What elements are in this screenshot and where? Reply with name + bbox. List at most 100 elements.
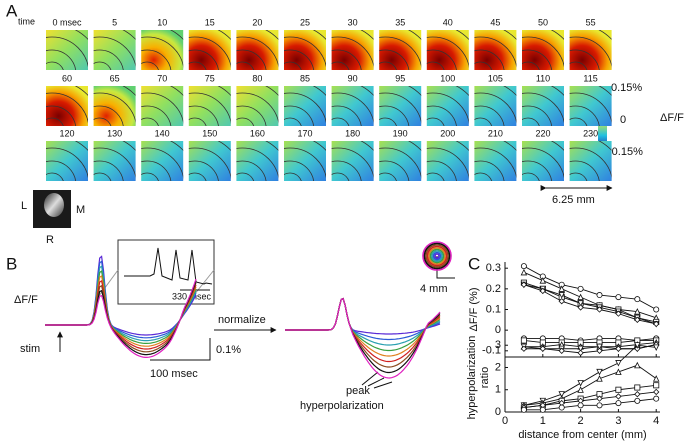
contour-group [379,30,422,70]
frame-time-label: 80 [252,73,262,83]
panel-label: C [468,254,480,273]
contour [188,61,207,70]
orientation-label: R [46,234,54,246]
frame-time-label: 210 [488,128,503,138]
frame-time-label: 150 [202,128,217,138]
target-ring [432,251,442,261]
contour [331,147,374,179]
contour-group [426,86,469,126]
target-ring [422,241,452,271]
contour [93,61,112,70]
contour-group [188,30,231,70]
frame-time-label: 20 [252,17,262,27]
y-label: ΔF/F [14,294,38,306]
marker [596,306,603,313]
contour [46,160,77,181]
contour [188,36,231,68]
contour [569,105,600,126]
contour-group [379,86,422,126]
frame-time-label: 85 [300,73,310,83]
contour [331,61,350,70]
contour [188,160,219,181]
contour-group [569,86,612,126]
contour [379,36,422,68]
frame-time-label: 90 [348,73,358,83]
marker [558,391,565,398]
frame-time-label: 40 [443,17,453,27]
contour [426,61,445,70]
contour [236,92,279,124]
y-tick-label: 0.3 [486,262,501,274]
contour [236,160,267,181]
marker [615,310,622,317]
contour-group [236,86,279,126]
marker [634,345,641,352]
marker [615,360,622,367]
contour [93,49,124,70]
colorbar-tick: 0 [620,114,626,126]
marker [558,404,565,411]
series-line [523,265,657,310]
contour [188,117,207,126]
x-tick-label: 1 [540,415,546,427]
x-tick-label: 3 [615,415,621,427]
contour [188,49,219,70]
contour [331,36,374,68]
contour [331,160,362,181]
contour [93,117,112,126]
orientation-label: L [21,200,27,212]
normalize-label: normalize [218,314,266,326]
contour [141,147,184,179]
contour [474,172,493,181]
frame-time-label: 25 [300,17,310,27]
marker [577,293,584,301]
contour-group [426,30,469,70]
contour [474,160,505,181]
contour [522,160,553,181]
marker [558,298,565,305]
marker [634,316,641,323]
contour [426,117,445,126]
contour [522,49,553,70]
contour [284,49,315,70]
contour [141,61,159,70]
contour [284,36,326,68]
contour [93,160,124,181]
marker [539,287,546,295]
frame-time-label: 130 [107,128,122,138]
frame-time-label: 65 [110,73,120,83]
series-line [523,342,657,348]
contour-group [46,141,88,181]
contour [141,160,172,181]
marker [558,347,565,354]
contour [46,172,64,181]
contour-group [331,141,374,181]
contour [522,105,553,126]
marker [520,345,528,352]
contour [379,172,397,181]
colorbar-tick: -0.15% [608,146,643,158]
contour [474,117,493,126]
marker [596,375,603,382]
y-tick-label: 0 [495,406,501,418]
contour [284,92,326,124]
marker [653,320,660,328]
inset-trace [124,247,213,285]
normalized-trace [285,297,441,379]
frame-time-label: 190 [393,128,408,138]
contour [379,92,422,124]
marker [653,388,660,396]
scale-bar [150,338,211,361]
marker [653,395,660,402]
contour [284,105,315,126]
series-line [523,337,657,341]
y-axis-label: hyperpolarization [466,336,478,420]
x-axis-label: distance from center (mm) [518,429,646,441]
target-ring [426,245,448,267]
contour [426,160,457,181]
marker [558,285,565,292]
frame-time-label: 115 [583,73,597,83]
frame-time-label: 160 [250,128,265,138]
contour [522,147,564,179]
x-tick-label: 0 [502,415,508,427]
